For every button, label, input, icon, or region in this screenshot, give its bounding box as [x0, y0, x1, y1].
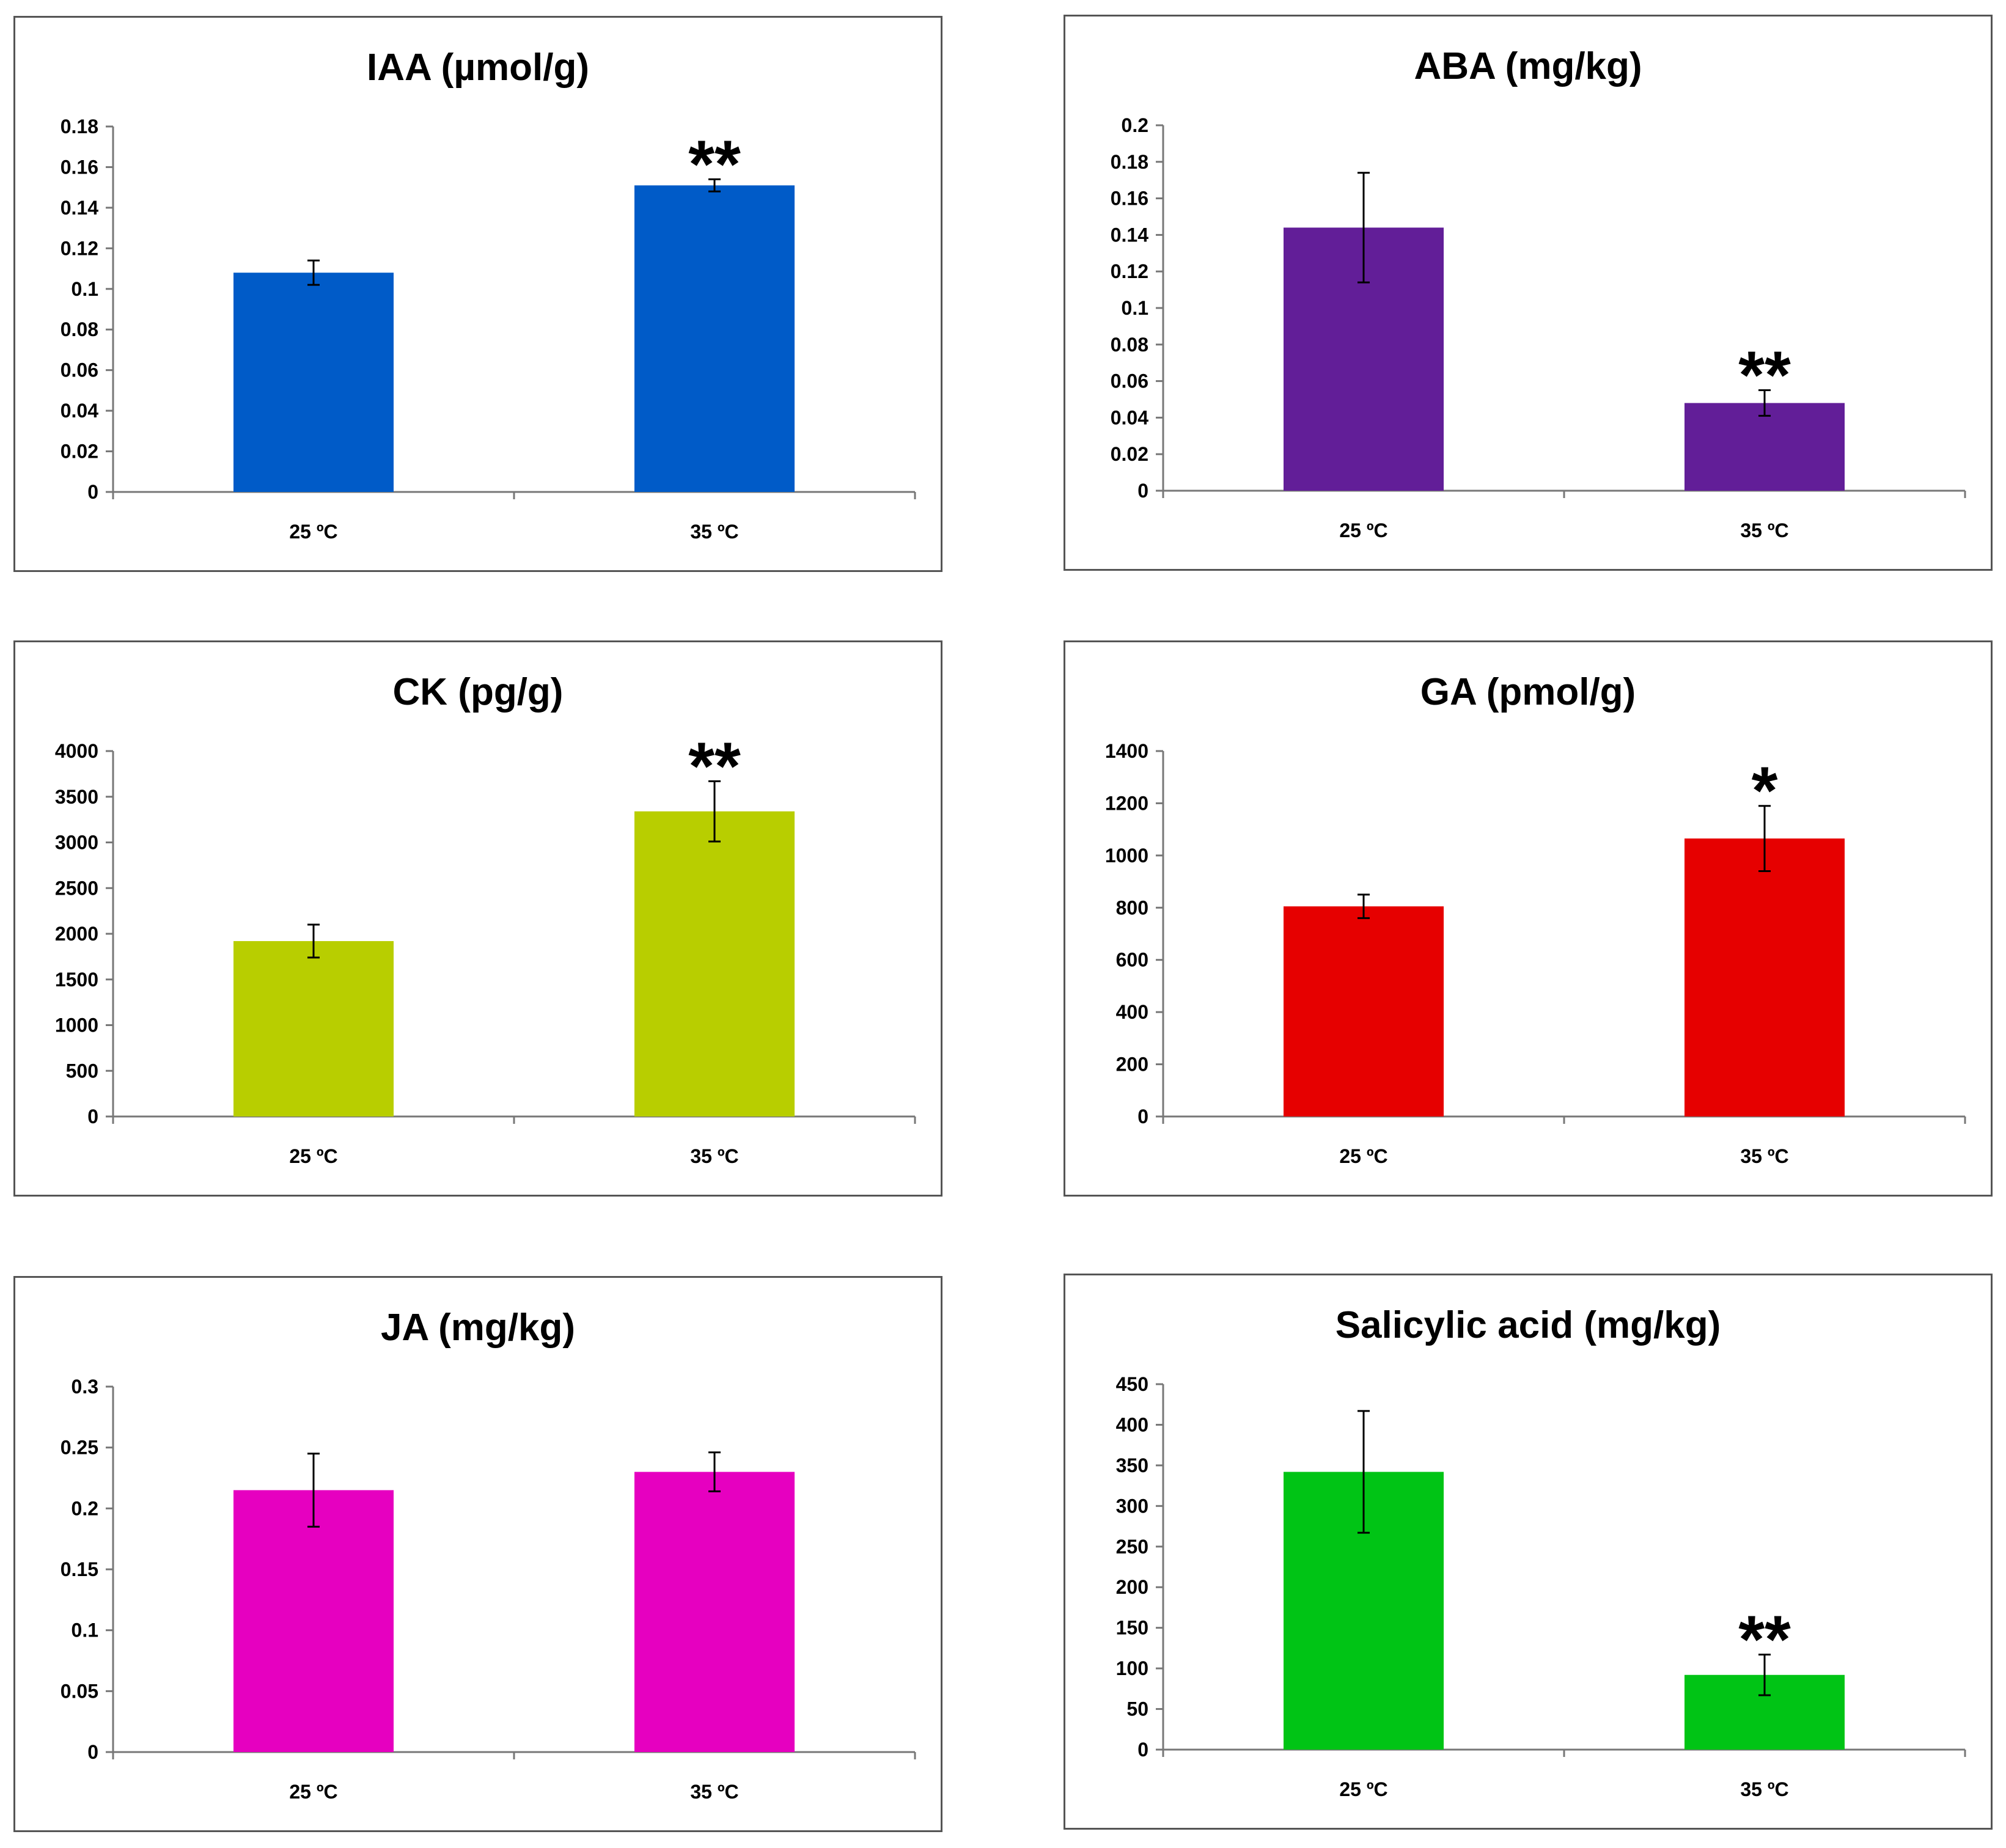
y-tick-label: 0.02 [61, 441, 98, 463]
chart-title: IAA (µmol/g) [367, 46, 589, 89]
y-tick-label: 300 [1116, 1495, 1148, 1517]
significance-marker: ** [1738, 1602, 1791, 1678]
y-tick-label: 250 [1116, 1536, 1148, 1558]
y-tick-label: 450 [1116, 1373, 1148, 1395]
y-tick-label: 1400 [1105, 740, 1148, 762]
y-tick-label: 0.1 [1122, 297, 1148, 319]
bar [634, 1472, 795, 1752]
chart-title: GA (pmol/g) [1420, 671, 1636, 713]
y-tick-label: 0.3 [72, 1376, 98, 1398]
y-tick-label: 2000 [55, 923, 98, 945]
bar [634, 811, 795, 1116]
bar [1685, 403, 1845, 491]
chart-svg-aba: ABA (mg/kg) 0 0.02 0.04 0.06 0.08 0.1 0.12 0.14… [1111, 45, 1966, 541]
significance-marker: ** [1738, 338, 1791, 413]
y-tick-label: 350 [1116, 1454, 1148, 1476]
chart-svg-ga: GA (pmol/g) 0 200 400 600 800 1000 1200 1400 25 … [1105, 671, 1966, 1167]
chart-svg-salicylic-acid: Salicylic acid (mg/kg) 0 50 100 150 200 250 30… [1116, 1304, 1966, 1800]
bar [233, 941, 394, 1116]
y-tick-label: 0 [1137, 1739, 1148, 1761]
y-tick-label: 0.06 [61, 359, 98, 381]
y-tick-label: 1200 [1105, 792, 1148, 814]
x-category-label: 35 ºC [1740, 1778, 1788, 1800]
y-tick-label: 200 [1116, 1576, 1148, 1598]
y-tick-label: 400 [1116, 1414, 1148, 1436]
chart-panel-ck: CK (pg/g) 0 500 1000 1500 2000 2500 3000 3500 40… [13, 640, 942, 1197]
y-tick-label: 0.14 [61, 197, 98, 219]
y-tick-label: 0.08 [1111, 334, 1148, 356]
bar [233, 1490, 394, 1752]
y-tick-label: 0.02 [1111, 443, 1148, 465]
y-tick-label: 0.18 [1111, 151, 1148, 173]
chart-title: Salicylic acid (mg/kg) [1335, 1304, 1721, 1346]
y-tick-label: 50 [1126, 1698, 1148, 1720]
bar [1685, 838, 1845, 1116]
bar [1284, 906, 1444, 1116]
y-tick-label: 0 [1137, 1106, 1148, 1128]
y-tick-label: 0.18 [61, 116, 98, 138]
chart-title: JA (mg/kg) [381, 1307, 575, 1349]
x-category-label: 25 ºC [1339, 519, 1387, 541]
y-tick-label: 0.06 [1111, 370, 1148, 392]
chart-title: CK (pg/g) [393, 671, 564, 713]
y-tick-label: 0.14 [1111, 224, 1148, 246]
y-tick-label: 1000 [55, 1014, 98, 1036]
y-tick-label: 0 [1137, 480, 1148, 502]
significance-marker: ** [688, 127, 741, 202]
bar [634, 185, 795, 492]
y-tick-label: 0.15 [61, 1558, 98, 1580]
chart-panel-salicylic-acid: Salicylic acid (mg/kg) 0 50 100 150 200 250 30… [1064, 1274, 1993, 1830]
x-category-label: 25 ºC [289, 521, 337, 543]
y-tick-label: 800 [1116, 897, 1148, 919]
x-category-label: 25 ºC [1339, 1145, 1387, 1167]
y-tick-label: 1000 [1105, 845, 1148, 867]
chart-panel-ga: GA (pmol/g) 0 200 400 600 800 1000 1200 1400 25 … [1064, 640, 1993, 1197]
chart-panel-ja: JA (mg/kg) 0 0.05 0.1 0.15 0.2 0.25 0.3 25 ºC 35… [13, 1276, 942, 1832]
y-tick-label: 0.1 [72, 1619, 98, 1641]
y-tick-label: 0.12 [1111, 260, 1148, 282]
x-category-label: 25 ºC [289, 1781, 337, 1803]
y-tick-label: 0.04 [1111, 406, 1148, 428]
chart-svg-ja: JA (mg/kg) 0 0.05 0.1 0.15 0.2 0.25 0.3 25 ºC 35… [61, 1307, 916, 1803]
chart-panel-iaa: IAA (µmol/g) 0 0.02 0.04 0.06 0.08 0.1 0.12 0.1… [13, 16, 942, 572]
y-tick-label: 2500 [55, 877, 98, 899]
y-tick-label: 3000 [55, 832, 98, 854]
significance-marker: ** [688, 728, 741, 804]
x-category-label: 35 ºC [690, 1145, 738, 1167]
y-tick-label: 0.16 [1111, 188, 1148, 210]
y-tick-label: 150 [1116, 1617, 1148, 1639]
y-tick-label: 1500 [55, 969, 98, 991]
chart-title: ABA (mg/kg) [1414, 45, 1642, 87]
chart-panel-aba: ABA (mg/kg) 0 0.02 0.04 0.06 0.08 0.1 0.12 0.14… [1064, 15, 1993, 571]
y-tick-label: 0 [87, 1741, 98, 1763]
y-tick-label: 0.2 [1122, 114, 1148, 136]
chart-svg-ck: CK (pg/g) 0 500 1000 1500 2000 2500 3000 3500 40… [55, 671, 916, 1167]
y-tick-label: 500 [66, 1060, 98, 1082]
y-tick-label: 600 [1116, 949, 1148, 971]
y-tick-label: 0 [87, 481, 98, 503]
x-category-label: 35 ºC [690, 521, 738, 543]
y-tick-label: 0.08 [61, 318, 98, 340]
y-tick-label: 400 [1116, 1001, 1148, 1023]
chart-svg-iaa: IAA (µmol/g) 0 0.02 0.04 0.06 0.08 0.1 0.12 0.1… [61, 46, 916, 543]
x-category-label: 35 ºC [1740, 519, 1788, 541]
y-tick-label: 0.1 [72, 278, 98, 300]
y-tick-label: 4000 [55, 740, 98, 762]
x-category-label: 35 ºC [690, 1781, 738, 1803]
y-tick-label: 0.16 [61, 156, 98, 178]
bar [233, 273, 394, 492]
y-tick-label: 0.12 [61, 237, 98, 259]
y-tick-label: 200 [1116, 1054, 1148, 1076]
x-category-label: 25 ºC [1339, 1778, 1387, 1800]
y-tick-label: 0 [87, 1106, 98, 1128]
x-category-label: 25 ºC [289, 1145, 337, 1167]
x-category-label: 35 ºC [1740, 1145, 1788, 1167]
y-tick-label: 0.05 [61, 1680, 98, 1702]
y-tick-label: 0.2 [72, 1497, 98, 1519]
y-tick-label: 100 [1116, 1657, 1148, 1679]
y-tick-label: 3500 [55, 786, 98, 808]
y-tick-label: 0.25 [61, 1437, 98, 1459]
significance-marker: * [1752, 754, 1778, 829]
y-tick-label: 0.04 [61, 400, 98, 422]
